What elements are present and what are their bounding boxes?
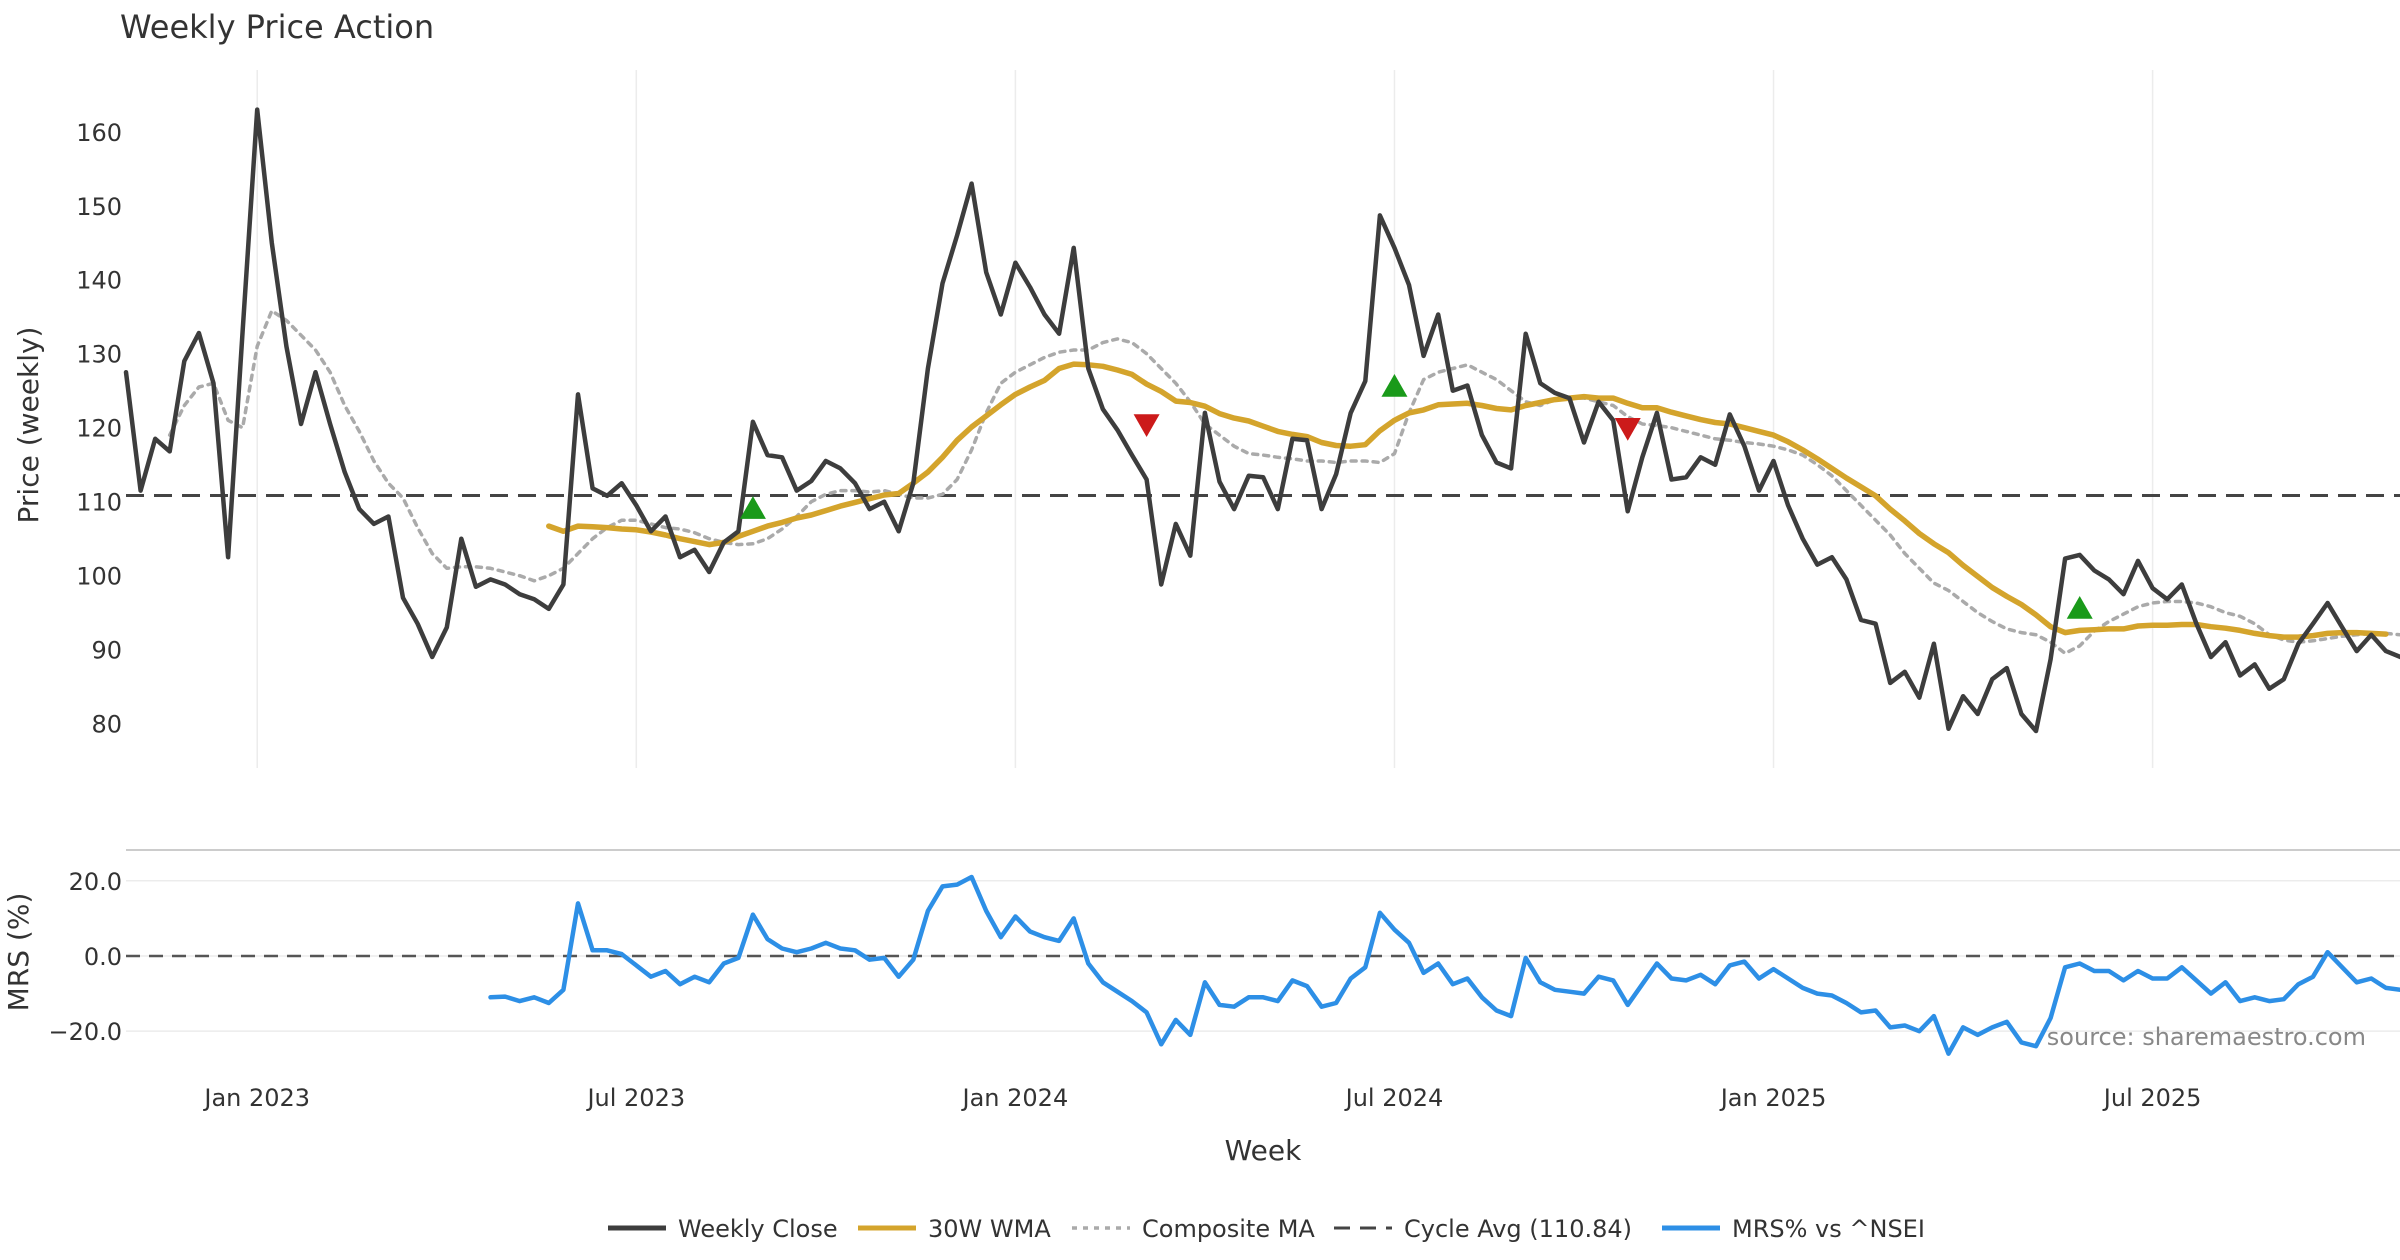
legend-label: Weekly Close <box>678 1215 838 1243</box>
x-tick-label: Jul 2025 <box>2102 1084 2202 1112</box>
x-tick-label: Jul 2024 <box>1344 1084 1444 1112</box>
buy-signal-marker <box>1381 374 1408 397</box>
signal-markers <box>739 374 2093 619</box>
mrs-line <box>488 874 2400 1056</box>
y-tick-label: 120 <box>76 415 122 443</box>
y-tick-label: 160 <box>76 119 122 147</box>
chart-title: Weekly Price Action <box>120 8 434 46</box>
buy-signal-marker <box>2066 595 2093 619</box>
weekly-close-line <box>123 107 2400 734</box>
y-tick-label: −20.0 <box>48 1018 122 1046</box>
y-tick-label: 0.0 <box>84 943 122 971</box>
legend-label: Cycle Avg (110.84) <box>1404 1215 1632 1243</box>
y-tick-label: 130 <box>76 341 122 369</box>
mrs-y-axis-label: MRS (%) <box>2 893 35 1012</box>
buy-signal-marker <box>739 496 766 519</box>
legend-label: Composite MA <box>1142 1215 1315 1243</box>
y-tick-label: 80 <box>91 711 122 739</box>
price-y-axis-label: Price (weekly) <box>12 327 45 524</box>
sell-signal-marker <box>1614 417 1641 441</box>
y-tick-label: 150 <box>76 193 122 221</box>
mrs-y-axis-ticks: −20.0 0.0 20.0 <box>48 868 122 1046</box>
price-grid <box>256 70 2154 768</box>
x-tick-label: Jan 2024 <box>961 1084 1069 1112</box>
legend: Weekly Close 30W WMA Composite MA Cycle Avg… <box>608 1215 1925 1243</box>
price-y-axis-ticks: 80 90 100 110 120 130 140 150 160 <box>76 119 122 739</box>
y-tick-label: 20.0 <box>69 868 122 896</box>
x-tick-label: Jan 2025 <box>1719 1084 1827 1112</box>
y-tick-label: 100 <box>76 563 122 591</box>
y-tick-label: 140 <box>76 267 122 295</box>
x-axis-ticks: Jan 2023 Jul 2023 Jan 2024 Jul 2024 Jan 2025… <box>202 1084 2201 1112</box>
source-annotation: source: sharemaestro.com <box>2047 1023 2366 1051</box>
x-tick-label: Jan 2023 <box>202 1084 310 1112</box>
y-tick-label: 110 <box>76 489 122 517</box>
mrs-series-group <box>488 874 2400 1056</box>
wma-30w-line <box>546 361 2389 640</box>
sell-signal-marker <box>1133 414 1160 437</box>
legend-label: MRS% vs ^NSEI <box>1732 1215 1925 1243</box>
y-tick-label: 90 <box>91 637 122 665</box>
price-series-group <box>123 107 2400 734</box>
x-axis-label: Week <box>1225 1134 1302 1167</box>
legend-label: 30W WMA <box>928 1215 1051 1243</box>
x-tick-label: Jul 2023 <box>585 1084 685 1112</box>
